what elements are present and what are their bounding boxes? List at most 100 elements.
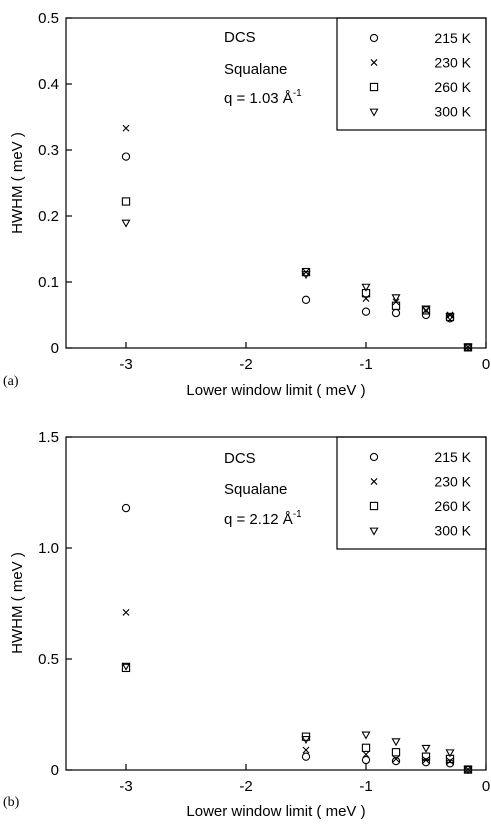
data-point-square	[361, 743, 371, 752]
legend-label: 215 K	[434, 30, 471, 46]
x-axis-title-b: Lower window limit ( meV )	[186, 803, 365, 820]
y-tick-label: 1.5	[38, 429, 59, 446]
annotation-q-b: q = 2.12 Å-1	[224, 509, 302, 528]
panel-label-a: (a)	[3, 374, 19, 389]
data-point-x	[446, 757, 454, 765]
data-point-triangle-down	[463, 765, 473, 774]
data-point-triangle-down	[361, 731, 371, 740]
legend-marker-square	[369, 82, 379, 92]
annotation-line2-a: Squalane	[224, 61, 287, 78]
legend-marker-x	[370, 478, 378, 485]
data-point-x	[464, 765, 472, 773]
data-point-x	[302, 746, 310, 754]
data-point-circle	[391, 308, 401, 318]
y-axis-title-b: HWHM ( meV )	[9, 552, 26, 654]
axis-ticks-a: -3 -2 -1 0 0 0.1 0.2 0.3 0.4 0.5	[38, 10, 490, 373]
data-point-triangle-down	[361, 283, 371, 292]
x-tick-label: -2	[239, 356, 252, 373]
data-point-circle	[301, 295, 311, 304]
legend-marker-triangle-down	[369, 108, 379, 117]
data-point-circle	[391, 756, 401, 766]
x-tick-label: 0	[482, 356, 490, 373]
annotation-q-text-b: q = 2.12 Å	[224, 511, 293, 528]
data-point-x	[392, 755, 400, 763]
annotation-line1-a: DCS	[224, 29, 256, 46]
data-point-triangle-down	[421, 744, 431, 753]
data-point-square	[121, 663, 131, 673]
chart-panel-a: -3 -2 -1 0 0 0.1 0.2 0.3 0.4 0.5 HWHM ( meV ) Low…	[3, 10, 490, 399]
y-tick-label: 0.5	[38, 651, 59, 668]
legend-box-a	[336, 17, 487, 131]
y-tick-label: 0.2	[38, 208, 59, 225]
data-point-x	[362, 751, 370, 758]
x-tick-label: -1	[359, 778, 372, 795]
legend-marker-x	[370, 59, 378, 66]
x-tick-label: -3	[119, 778, 132, 795]
annotation-q-exp-a: -1	[293, 88, 302, 99]
x-axis-title-a: Lower window limit ( meV )	[186, 382, 365, 399]
legend-label: 260 K	[434, 79, 471, 95]
data-point-circle	[421, 758, 431, 767]
legend-a: 215 K 230 K 260 K 300 K	[336, 17, 487, 131]
axis-ticks-b: -3 -2 -1 0 0 0.5 1.0 1.5	[38, 429, 490, 795]
y-tick-label: 1.0	[38, 540, 59, 557]
data-point-square	[391, 301, 401, 310]
annotation-a: DCS Squalane q = 1.03 Å-1	[224, 29, 302, 107]
data-markers-a	[121, 124, 473, 352]
annotation-b: DCS Squalane q = 2.12 Å-1	[224, 450, 302, 528]
data-point-triangle-down	[463, 343, 473, 352]
data-point-circle	[361, 755, 371, 765]
annotation-line2-b: Squalane	[224, 481, 287, 498]
data-point-triangle-down	[301, 271, 311, 280]
legend-box-b	[336, 436, 487, 550]
data-point-triangle-down	[121, 662, 131, 671]
legend-label: 230 K	[434, 55, 471, 71]
data-point-circle	[301, 752, 311, 761]
y-tick-label: 0	[51, 340, 59, 357]
data-point-x	[122, 124, 130, 132]
data-point-circle	[121, 503, 131, 513]
data-point-triangle-down	[445, 749, 455, 758]
data-markers-b	[121, 503, 473, 774]
annotation-q-exp-b: -1	[293, 509, 302, 520]
plot-frame-a	[65, 17, 487, 349]
x-tick-label: -3	[119, 356, 132, 373]
legend-b: 215 K 230 K 260 K 300 K	[336, 436, 487, 550]
annotation-line1-b: DCS	[224, 450, 256, 467]
y-tick-label: 0.3	[38, 142, 59, 159]
legend-label: 300 K	[434, 104, 471, 120]
data-point-circle	[445, 759, 455, 768]
legend-marker-triangle-down	[369, 527, 379, 536]
legend-label: 300 K	[434, 523, 471, 539]
annotation-q-text-a: q = 1.03 Å	[224, 90, 293, 107]
data-point-triangle-down	[391, 738, 401, 747]
y-tick-label: 0	[51, 762, 59, 779]
annotation-q-a: q = 1.03 Å-1	[224, 88, 302, 107]
x-tick-label: 0	[482, 778, 490, 795]
data-point-x	[122, 608, 130, 616]
plot-frame-b	[65, 436, 487, 771]
legend-marker-circle	[369, 33, 379, 43]
y-tick-label: 0.1	[38, 274, 59, 291]
data-point-circle	[121, 152, 131, 161]
data-point-circle	[361, 307, 371, 316]
data-point-square	[121, 197, 131, 206]
y-tick-label: 0.4	[38, 76, 59, 93]
data-point-triangle-down	[121, 219, 131, 228]
legend-label: 230 K	[434, 474, 471, 490]
data-point-triangle-down	[421, 305, 431, 314]
x-tick-label: -2	[239, 778, 252, 795]
y-tick-label: 0.5	[38, 10, 59, 27]
legend-label: 215 K	[434, 449, 471, 465]
data-point-square	[421, 306, 431, 315]
data-point-square	[391, 748, 401, 757]
chart-panel-b: -3 -2 -1 0 0 0.5 1.0 1.5 HWHM ( meV ) Lower win…	[3, 429, 490, 820]
data-point-square	[421, 752, 431, 761]
legend-label: 260 K	[434, 498, 471, 514]
legend-marker-circle	[369, 452, 379, 462]
panel-label-b: (b)	[3, 795, 20, 810]
y-axis-title-a: HWHM ( meV )	[9, 132, 26, 234]
data-point-triangle-down	[445, 313, 455, 322]
data-point-triangle-down	[391, 294, 401, 303]
